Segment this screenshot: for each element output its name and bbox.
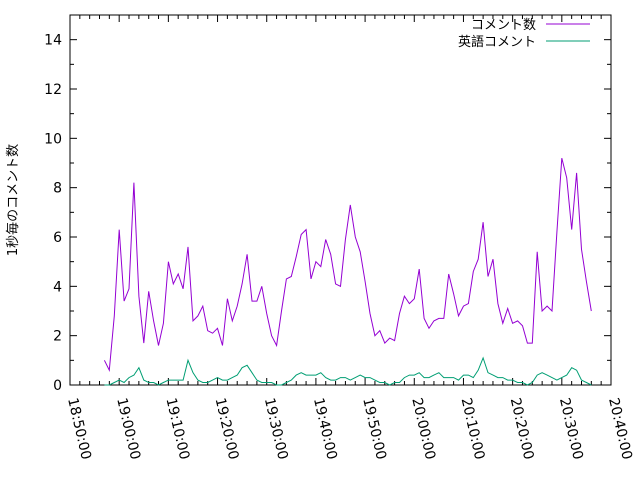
y-tick-label: 10 <box>44 131 62 147</box>
x-tick-label: 20:00:00 <box>408 396 438 461</box>
series-line-0 <box>103 157 592 373</box>
plot-frame <box>69 14 612 386</box>
x-tick-label: 19:30:00 <box>261 396 291 461</box>
x-tick-label: 18:50:00 <box>64 396 94 461</box>
x-tick-label: 20:30:00 <box>556 396 586 461</box>
y-axis-label: 1秒毎のコメント数 <box>5 144 21 256</box>
y-tick-label: 0 <box>53 378 62 394</box>
x-tick-label: 20:20:00 <box>507 396 537 461</box>
y-tick-label: 6 <box>53 230 62 246</box>
series-line-1 <box>104 356 592 386</box>
y-tick-label: 14 <box>44 33 62 49</box>
x-tick-label: 19:10:00 <box>162 396 192 461</box>
legend-label: 英語コメント <box>458 34 536 50</box>
series-layer <box>103 157 592 386</box>
x-axis: 18:50:00 19:00:00 19:10:00 19:20:00 19:30:00… <box>64 15 635 461</box>
x-tick-label: 19:20:00 <box>212 396 242 461</box>
y-tick-label: 12 <box>44 82 62 98</box>
y-tick-label: 8 <box>53 181 62 197</box>
x-tick-label: 19:50:00 <box>359 396 389 461</box>
x-tick-label: 20:10:00 <box>458 396 488 461</box>
x-tick-label: 20:40:00 <box>605 396 635 461</box>
legend-label: コメント数 <box>471 18 536 33</box>
y-tick-label: 2 <box>53 329 62 345</box>
y-tick-label: 4 <box>53 279 62 295</box>
x-tick-label: 19:40:00 <box>310 396 340 461</box>
y-axis: 0 2 4 6 8 10 12 14 <box>44 33 611 394</box>
x-tick-label: 19:00:00 <box>113 396 143 461</box>
